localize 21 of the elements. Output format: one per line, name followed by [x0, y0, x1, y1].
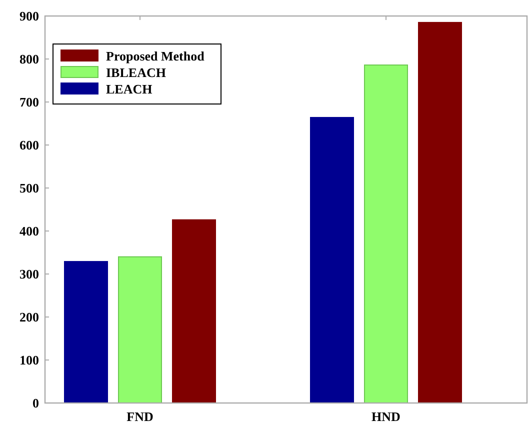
- y-tick-label: 900: [20, 8, 39, 24]
- y-tick-label: 0: [32, 396, 39, 411]
- bar: [310, 116, 354, 404]
- y-tick-label: 500: [20, 180, 39, 196]
- legend-label: IBLEACH: [106, 65, 166, 80]
- bar: [418, 22, 462, 404]
- y-tick-label: 200: [20, 310, 39, 325]
- y-tick-label: 300: [20, 266, 39, 282]
- bar: [172, 219, 216, 404]
- y-tick-label: 700: [20, 94, 39, 110]
- y-tick-label: 600: [20, 138, 39, 153]
- legend-label: Proposed Method: [106, 48, 206, 64]
- y-tick-label: 800: [20, 52, 39, 67]
- x-tick-label: FND: [126, 409, 154, 424]
- bar: [364, 64, 408, 404]
- y-tick-label: 100: [20, 352, 39, 368]
- y-tick-label: 400: [20, 224, 39, 239]
- bar: [64, 261, 108, 404]
- bar: [118, 256, 162, 404]
- legend-label: LEACH: [106, 82, 152, 97]
- x-tick-label: HND: [372, 409, 400, 424]
